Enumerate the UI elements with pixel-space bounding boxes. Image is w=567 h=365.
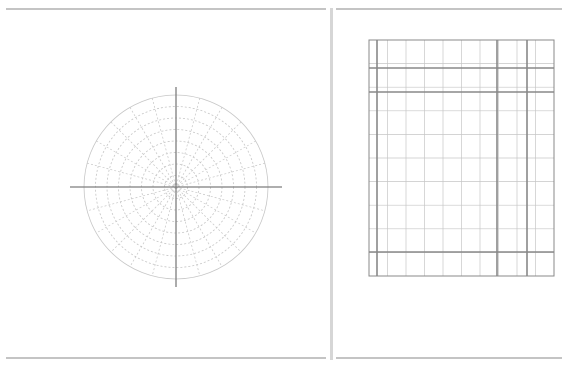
isoline-chart-panel	[333, 0, 567, 365]
isoline-plot-frame	[368, 39, 555, 277]
bottom-rule-right	[336, 357, 562, 359]
panel-divider	[330, 8, 333, 360]
isoline-chart	[368, 39, 555, 277]
top-rule-left	[6, 8, 326, 10]
top-rule-right	[336, 8, 562, 10]
polar-chart	[70, 87, 282, 287]
bottom-rule-left	[6, 357, 326, 359]
polar-chart-panel	[70, 87, 282, 287]
